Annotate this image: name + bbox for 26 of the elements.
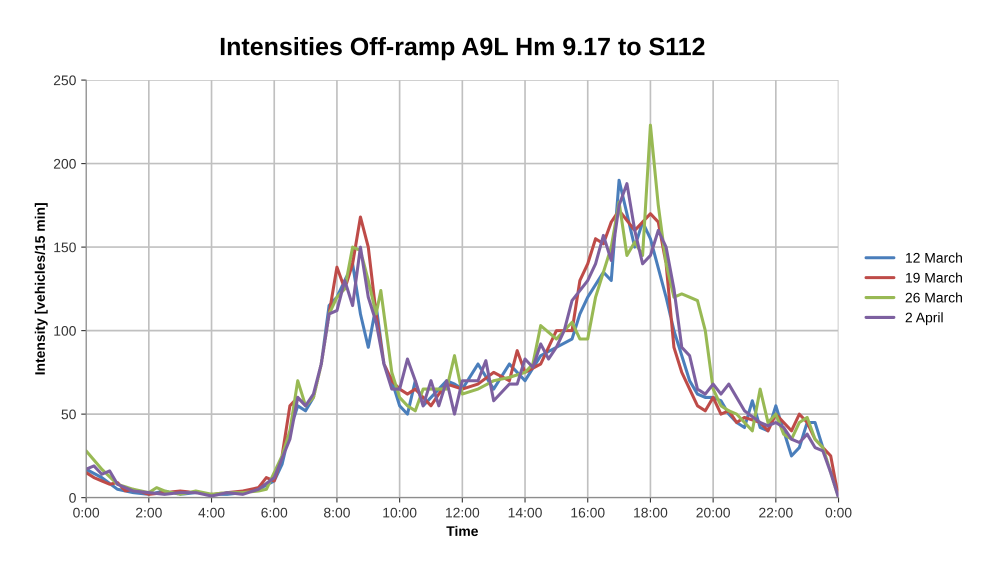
x-tick-label: 20:00 xyxy=(696,508,730,518)
x-tick-label: 0:00 xyxy=(73,508,100,518)
x-tick-label: 2:00 xyxy=(136,508,162,518)
x-tick-label: 14:00 xyxy=(508,508,542,518)
legend-label: 2 April xyxy=(906,312,943,326)
x-tick-label: 22:00 xyxy=(759,508,793,518)
y-tick-label: 0 xyxy=(69,492,76,503)
x-tick-label: 18:00 xyxy=(634,508,668,518)
y-tick-label: 250 xyxy=(54,75,76,86)
y-tick-label: 150 xyxy=(54,242,76,252)
y-tick-label: 50 xyxy=(62,409,76,420)
x-tick-label: 10:00 xyxy=(383,508,416,518)
chart-title: Intensities Off-ramp A9L Hm 9.17 to S112 xyxy=(220,36,704,60)
x-tick-label: 12:00 xyxy=(446,508,480,518)
legend-label: 12 March xyxy=(906,252,962,263)
y-axis-title: Intensity [vehicles/15 min] xyxy=(34,203,48,374)
x-tick-label: 8:00 xyxy=(324,508,350,518)
x-axis-title: Time xyxy=(446,526,478,536)
legend-label: 26 March xyxy=(906,292,962,303)
x-tick-label: 6:00 xyxy=(261,508,288,518)
legend-label: 19 March xyxy=(906,272,962,283)
x-tick-label: 0:00 xyxy=(826,508,852,518)
x-tick-label: 4:00 xyxy=(198,508,225,518)
y-tick-label: 200 xyxy=(54,158,76,169)
y-tick-label: 100 xyxy=(54,326,76,336)
x-tick-label: 16:00 xyxy=(571,508,605,518)
